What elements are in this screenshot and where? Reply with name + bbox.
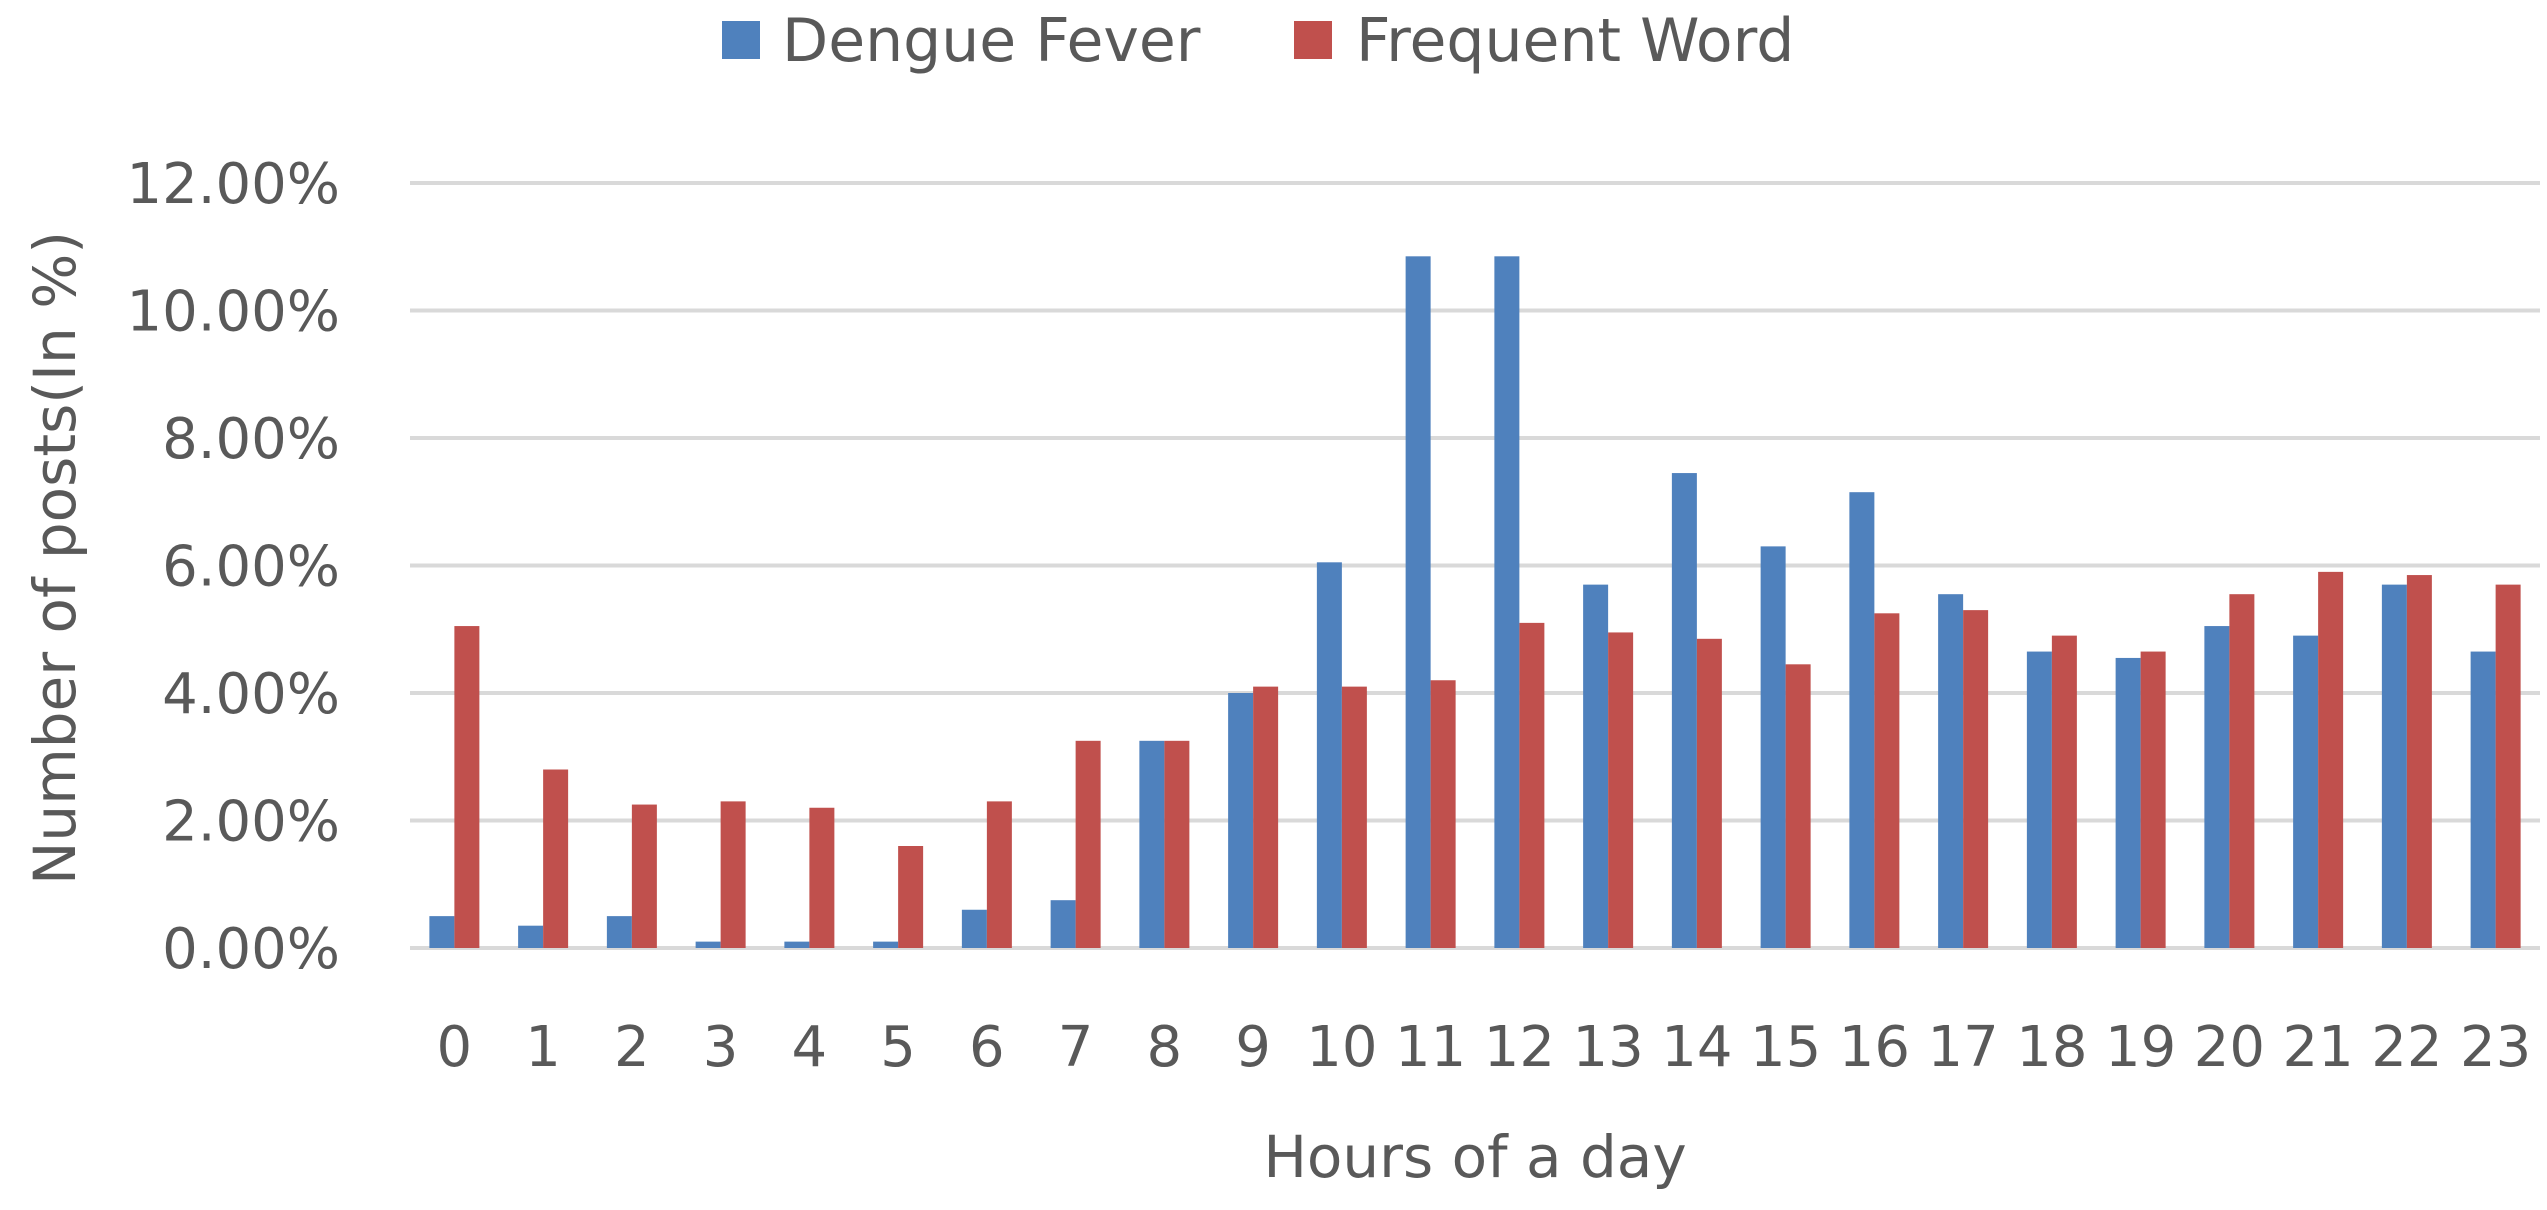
bar-dengue-fever-11	[1405, 256, 1431, 948]
y-axis-title: Number of posts(In %)	[21, 231, 89, 885]
x-tick-label: 13	[1572, 1015, 1643, 1080]
bar-dengue-fever-5	[873, 941, 899, 948]
legend-label-frequent-word: Frequent Word	[1356, 6, 1794, 76]
x-tick-label: 9	[1235, 1015, 1271, 1080]
y-tick-label: 10.00%	[126, 280, 340, 345]
y-tick-label: 0.00%	[162, 917, 340, 982]
bar-dengue-fever-15	[1760, 546, 1786, 948]
x-tick-label: 16	[1839, 1015, 1910, 1080]
bar-dengue-fever-20	[2204, 626, 2230, 948]
bar-frequent-word-11	[1430, 680, 1456, 948]
bar-dengue-fever-23	[2470, 651, 2496, 948]
bar-dengue-fever-0	[429, 916, 455, 948]
x-tick-label: 8	[1147, 1015, 1183, 1080]
bar-frequent-word-19	[2140, 651, 2166, 948]
y-tick-label: 2.00%	[162, 790, 340, 855]
bar-dengue-fever-9	[1228, 693, 1254, 948]
y-tick-label: 4.00%	[162, 662, 340, 727]
x-tick-label: 7	[1058, 1015, 1094, 1080]
x-tick-label: 17	[1927, 1015, 1998, 1080]
bar-frequent-word-22	[2406, 575, 2432, 948]
x-tick-label: 20	[2194, 1015, 2265, 1080]
bar-dengue-fever-7	[1050, 900, 1076, 948]
bar-frequent-word-9	[1253, 686, 1279, 948]
x-tick-label: 4	[792, 1015, 828, 1080]
bars	[429, 256, 2521, 948]
bar-frequent-word-14	[1696, 638, 1722, 948]
bar-frequent-word-10	[1341, 686, 1367, 948]
x-tick-label: 10	[1306, 1015, 1377, 1080]
x-tick-label: 18	[2016, 1015, 2087, 1080]
bar-frequent-word-6	[986, 801, 1012, 948]
bar-dengue-fever-17	[1938, 594, 1964, 948]
bar-dengue-fever-16	[1849, 492, 1875, 948]
bar-frequent-word-1	[543, 769, 569, 948]
bar-frequent-word-18	[2051, 635, 2077, 948]
bar-dengue-fever-6	[961, 909, 987, 948]
bar-frequent-word-21	[2318, 571, 2344, 948]
x-tick-label: 3	[703, 1015, 739, 1080]
x-tick-label: 23	[2460, 1015, 2531, 1080]
bar-dengue-fever-19	[2115, 657, 2141, 948]
bar-frequent-word-15	[1785, 664, 1811, 948]
legend-swatch-frequent-word	[1294, 21, 1332, 59]
x-tick-label: 12	[1484, 1015, 1555, 1080]
bar-frequent-word-8	[1164, 740, 1190, 948]
x-tick-label: 11	[1395, 1015, 1466, 1080]
y-axis-ticks: 0.00% 2.00% 4.00% 6.00% 8.00% 10.00% 12.00%	[126, 152, 340, 982]
bar-dengue-fever-8	[1139, 740, 1165, 948]
bar-dengue-fever-21	[2293, 635, 2319, 948]
bar-dengue-fever-13	[1583, 584, 1609, 948]
bar-dengue-fever-2	[606, 916, 632, 948]
x-tick-label: 1	[525, 1015, 561, 1080]
bar-frequent-word-16	[1874, 613, 1900, 948]
bar-frequent-word-23	[2495, 584, 2521, 948]
bar-frequent-word-7	[1075, 740, 1101, 948]
y-tick-label: 8.00%	[162, 407, 340, 472]
x-tick-label: 5	[880, 1015, 916, 1080]
x-tick-label: 6	[969, 1015, 1005, 1080]
bar-dengue-fever-18	[2026, 651, 2052, 948]
bar-frequent-word-5	[898, 846, 924, 948]
x-tick-label: 21	[2282, 1015, 2353, 1080]
bar-frequent-word-0	[454, 626, 480, 948]
bar-dengue-fever-22	[2381, 584, 2407, 948]
legend: Dengue Fever Frequent Word	[722, 6, 1794, 76]
bar-frequent-word-4	[809, 807, 835, 948]
x-tick-label: 2	[614, 1015, 650, 1080]
bar-dengue-fever-10	[1316, 562, 1342, 948]
x-axis-ticks: 0 1 2 3 4 5 6 7 8 9 10 11 12 13 14 15 16 17 18 19 20 21 22 23	[437, 1015, 2532, 1080]
bar-dengue-fever-14	[1671, 473, 1697, 948]
bar-frequent-word-17	[1963, 610, 1989, 948]
bar-frequent-word-3	[720, 801, 746, 948]
bar-dengue-fever-12	[1494, 256, 1520, 948]
x-tick-label: 15	[1750, 1015, 1821, 1080]
x-tick-label: 0	[437, 1015, 473, 1080]
y-tick-label: 12.00%	[126, 152, 340, 217]
bar-frequent-word-20	[2229, 594, 2255, 948]
gridlines	[410, 181, 2540, 950]
bar-dengue-fever-4	[784, 941, 810, 948]
bar-frequent-word-2	[631, 804, 657, 948]
x-tick-label: 22	[2371, 1015, 2442, 1080]
x-axis-title: Hours of a day	[1263, 1123, 1686, 1191]
bar-dengue-fever-1	[518, 925, 544, 948]
x-tick-label: 14	[1661, 1015, 1732, 1080]
legend-swatch-dengue-fever	[722, 21, 760, 59]
x-tick-label: 19	[2105, 1015, 2176, 1080]
legend-label-dengue-fever: Dengue Fever	[782, 6, 1201, 76]
bar-frequent-word-12	[1519, 622, 1545, 948]
y-tick-label: 6.00%	[162, 535, 340, 600]
bar-frequent-word-13	[1608, 632, 1634, 948]
bar-dengue-fever-3	[695, 941, 721, 948]
